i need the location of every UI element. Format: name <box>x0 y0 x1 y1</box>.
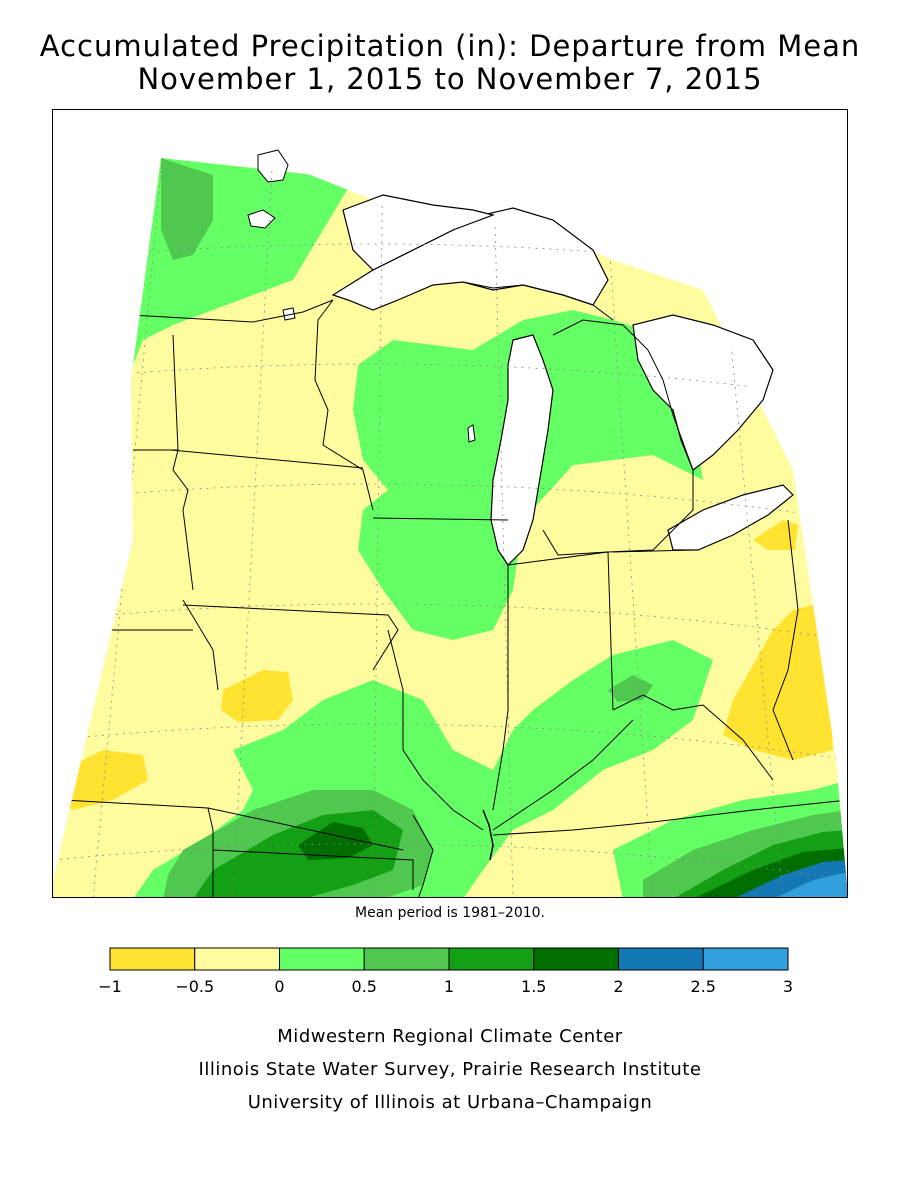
region-yellow-iowa <box>221 670 293 722</box>
region-yellow-ne-ohio <box>753 520 798 550</box>
lake-michigan <box>490 334 554 566</box>
legend-tick-7: 2.5 <box>690 977 716 996</box>
title-line-1: Accumulated Precipitation (in): Departur… <box>39 29 861 63</box>
region-mid-green-nw <box>161 158 213 260</box>
legend-tick-8: 3 <box>782 977 794 996</box>
region-yellow-ohio-east <box>723 605 833 760</box>
legend-tick-labels: −1 −0.5 0 0.5 1 1.5 2 2.5 3 <box>98 977 793 999</box>
lake-winnebago <box>467 424 476 443</box>
legend-tick-0: −1 <box>98 977 122 996</box>
kentucky-lake <box>482 809 494 861</box>
credit-line-3: University of Illinois at Urbana–Champai… <box>247 1092 653 1113</box>
lake-north-white <box>342 194 496 271</box>
legend-swatch-2 <box>279 947 365 971</box>
legend-swatch-4 <box>448 947 535 971</box>
legend-swatch-1 <box>194 947 280 971</box>
legend-tick-5: 1.5 <box>521 977 547 996</box>
credits: Midwestern Regional Climate Center Illin… <box>0 1020 900 1119</box>
lake-of-the-woods <box>247 209 276 229</box>
region-darkest-green-missouri <box>298 822 373 860</box>
mean-period-note: Mean period is 1981–2010. <box>355 905 545 921</box>
lake-upper-red <box>282 307 296 321</box>
legend-tick-4: 1 <box>443 977 455 996</box>
legend-swatch-3 <box>363 947 450 971</box>
legend-tick-3: 0.5 <box>351 977 377 996</box>
credit-line-1: Midwestern Regional Climate Center <box>277 1026 623 1047</box>
precipitation-map <box>53 149 847 897</box>
map-title: Accumulated Precipitation (in): Departur… <box>0 30 900 96</box>
lake-huron <box>632 314 774 471</box>
color-legend <box>109 947 789 971</box>
legend-bar <box>109 947 789 971</box>
state-borders <box>62 281 847 897</box>
legend-swatch-0 <box>109 947 196 971</box>
legend-swatch-7 <box>702 947 789 971</box>
legend-tick-2: 0 <box>274 977 285 996</box>
credit-line-2: Illinois State Water Survey, Prairie Res… <box>198 1059 702 1080</box>
legend-tick-1: −0.5 <box>175 977 215 996</box>
region-yellow-kansas <box>58 750 148 810</box>
lake-north-cluster <box>257 149 289 183</box>
legend-swatch-6 <box>618 947 704 971</box>
legend-tick-6: 2 <box>613 977 624 996</box>
title-line-2: November 1, 2015 to November 7, 2015 <box>137 62 763 96</box>
legend-swatch-5 <box>533 947 619 971</box>
graticule <box>53 158 847 897</box>
region-light-blue-south <box>773 872 847 897</box>
map-panel <box>52 109 848 898</box>
